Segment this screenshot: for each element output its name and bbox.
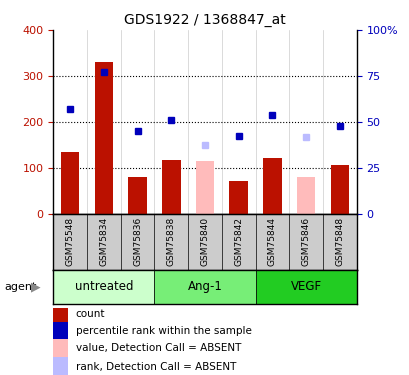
Bar [53,270,154,304]
Text: untreated: untreated [74,280,133,293]
Bar [162,160,180,214]
Bar [94,62,113,214]
Bar [53,339,67,357]
Bar [53,357,67,375]
Bar [296,177,315,214]
Text: Ang-1: Ang-1 [187,280,222,293]
Text: count: count [76,309,105,319]
Text: percentile rank within the sample: percentile rank within the sample [76,326,251,336]
Text: GSM75548: GSM75548 [65,217,74,266]
Text: GSM75846: GSM75846 [301,217,310,266]
Bar [255,270,356,304]
Text: GSM75848: GSM75848 [335,217,344,266]
Text: GSM75842: GSM75842 [234,217,243,266]
Text: agent: agent [4,282,36,292]
Bar [263,158,281,214]
Text: value, Detection Call = ABSENT: value, Detection Call = ABSENT [76,343,240,353]
Text: ▶: ▶ [31,280,40,293]
Bar [154,270,255,304]
Text: GSM75844: GSM75844 [267,217,276,266]
Text: GSM75838: GSM75838 [166,217,175,267]
Text: GSM75834: GSM75834 [99,217,108,266]
Bar [229,181,247,214]
Text: GDS1922 / 1368847_at: GDS1922 / 1368847_at [124,13,285,27]
Text: GSM75840: GSM75840 [200,217,209,266]
Bar [61,152,79,214]
Bar [53,322,67,340]
Bar [53,305,67,324]
Text: GSM75836: GSM75836 [133,217,142,267]
Bar [330,165,348,214]
Bar [128,177,146,214]
Text: rank, Detection Call = ABSENT: rank, Detection Call = ABSENT [76,362,236,372]
Bar [195,161,214,214]
Text: VEGF: VEGF [290,280,321,293]
